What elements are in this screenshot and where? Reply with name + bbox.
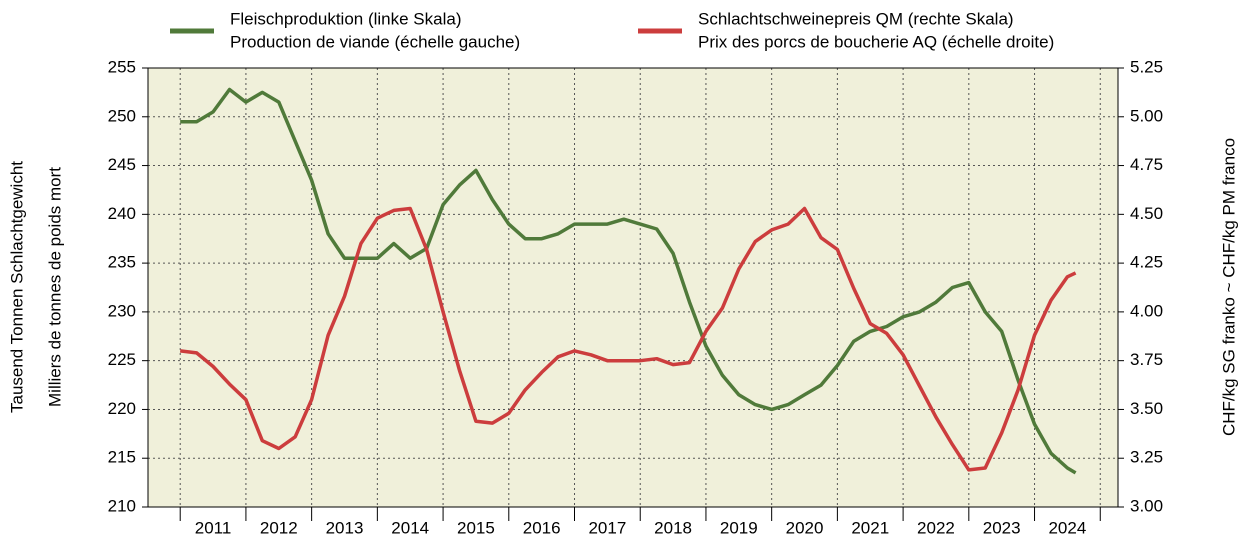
legend-label: Prix des porcs de boucherie AQ (échelle …: [698, 32, 1054, 51]
y2-tick-label: 3.25: [1130, 448, 1163, 467]
y-tick-label: 215: [108, 448, 136, 467]
y-tick-label: 210: [108, 496, 136, 515]
x-tick-label: 2022: [917, 518, 955, 537]
series-line: [179, 206, 1077, 472]
legend-label: Fleischproduktion (linke Skala): [230, 9, 462, 28]
y2-tick-label: 4.25: [1130, 253, 1163, 272]
y2-tick-label: 3.00: [1130, 496, 1163, 515]
y-tick-label: 255: [108, 57, 136, 76]
series-line: [180, 87, 1077, 475]
x-tick-label: 2011: [195, 518, 232, 537]
legend-label: Production de viande (échelle gauche): [230, 32, 520, 51]
y2-tick-label: 5.25: [1130, 57, 1163, 76]
x-tick-label: 2015: [457, 518, 495, 537]
x-tick-label: 2013: [326, 518, 364, 537]
y-tick-label: 225: [108, 350, 136, 369]
y-tick-label: 220: [108, 399, 136, 418]
y-tick-label: 240: [108, 204, 136, 223]
y2-tick-label: 4.50: [1130, 204, 1163, 223]
y2-tick-label: 3.50: [1130, 399, 1163, 418]
y-tick-label: 250: [108, 106, 136, 125]
y2-axis-label: CHF/kg SG franko ~ CHF/kg PM franco: [1219, 138, 1238, 436]
plot-border: [147, 67, 1119, 508]
x-tick-label: 2012: [260, 518, 298, 537]
x-tick-label: 2017: [588, 518, 626, 537]
x-tick-label: 2019: [720, 518, 758, 537]
y-tick-label: 235: [108, 253, 136, 272]
y2-tick-label: 4.00: [1130, 301, 1163, 320]
x-tick-label: 2024: [1048, 518, 1086, 537]
y-tick-label: 230: [108, 301, 136, 320]
y-axis-label: Milliers de tonnes de poids mort: [45, 167, 64, 407]
x-tick-label: 2023: [983, 518, 1021, 537]
y2-tick-label: 4.75: [1130, 155, 1163, 174]
x-tick-label: 2014: [391, 518, 429, 537]
y-tick-label: 245: [108, 155, 136, 174]
x-tick-label: 2021: [851, 518, 889, 537]
x-tick-label: 2016: [523, 518, 561, 537]
y-axis-label: Tausend Tonnen Schlachtgewicht: [7, 161, 26, 413]
x-tick-label: 2020: [786, 518, 824, 537]
y2-tick-label: 3.75: [1130, 350, 1163, 369]
legend-label: Schlachtschweinepreis QM (rechte Skala): [698, 9, 1014, 28]
y2-tick-label: 5.00: [1130, 106, 1163, 125]
x-tick-label: 2018: [654, 518, 692, 537]
